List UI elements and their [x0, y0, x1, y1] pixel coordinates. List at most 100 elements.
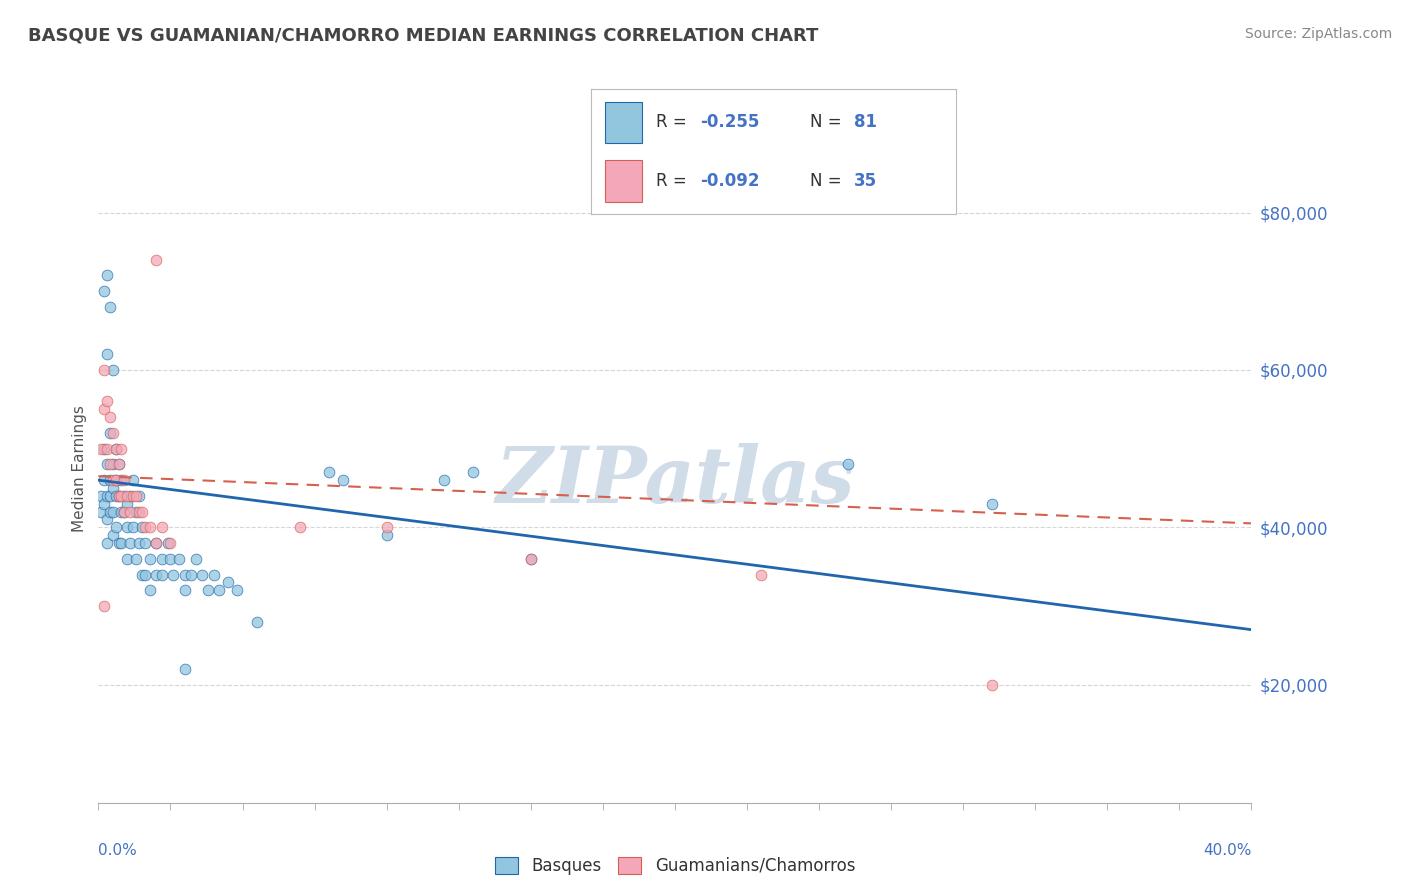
- Point: [125, 551, 148, 566]
- Point: [167, 551, 190, 566]
- Text: ZIPatlas: ZIPatlas: [495, 443, 855, 520]
- Text: BASQUE VS GUAMANIAN/CHAMORRO MEDIAN EARNINGS CORRELATION CHART: BASQUE VS GUAMANIAN/CHAMORRO MEDIAN EARN…: [28, 27, 818, 45]
- Point: [139, 551, 162, 566]
- FancyBboxPatch shape: [605, 102, 641, 143]
- Point: [134, 520, 156, 534]
- Point: [96, 347, 118, 361]
- Point: [131, 520, 153, 534]
- Point: [90, 505, 112, 519]
- Point: [375, 520, 398, 534]
- Point: [145, 536, 167, 550]
- Point: [107, 489, 129, 503]
- Point: [433, 473, 456, 487]
- Text: 40.0%: 40.0%: [1204, 843, 1251, 858]
- Point: [101, 481, 124, 495]
- Point: [112, 489, 135, 503]
- Point: [134, 567, 156, 582]
- Point: [128, 505, 150, 519]
- Point: [131, 505, 153, 519]
- Point: [117, 520, 138, 534]
- Point: [122, 489, 145, 503]
- Point: [96, 442, 118, 456]
- Point: [98, 473, 121, 487]
- Point: [96, 489, 118, 503]
- Point: [110, 442, 132, 456]
- Point: [134, 536, 156, 550]
- Point: [93, 284, 115, 298]
- Point: [90, 489, 112, 503]
- Point: [128, 489, 150, 503]
- Point: [180, 567, 202, 582]
- Point: [159, 536, 181, 550]
- Point: [96, 536, 118, 550]
- Point: [110, 473, 132, 487]
- Text: 0.0%: 0.0%: [98, 843, 138, 858]
- Y-axis label: Median Earnings: Median Earnings: [72, 405, 87, 532]
- Point: [174, 567, 197, 582]
- Point: [104, 520, 127, 534]
- Point: [98, 458, 121, 472]
- Point: [93, 442, 115, 456]
- Point: [107, 458, 129, 472]
- Point: [101, 528, 124, 542]
- Point: [98, 300, 121, 314]
- Point: [225, 583, 247, 598]
- Text: 35: 35: [853, 172, 877, 190]
- Point: [107, 536, 129, 550]
- Point: [93, 497, 115, 511]
- Point: [837, 458, 859, 472]
- Point: [107, 489, 129, 503]
- Point: [104, 442, 127, 456]
- Text: 81: 81: [853, 113, 877, 131]
- Point: [110, 489, 132, 503]
- Point: [202, 567, 225, 582]
- Point: [120, 505, 142, 519]
- Point: [93, 473, 115, 487]
- Point: [751, 567, 773, 582]
- Point: [93, 599, 115, 613]
- Point: [217, 575, 239, 590]
- Point: [174, 662, 197, 676]
- Point: [110, 505, 132, 519]
- Text: -0.092: -0.092: [700, 172, 759, 190]
- Point: [107, 458, 129, 472]
- Point: [139, 520, 162, 534]
- Point: [981, 678, 1004, 692]
- Text: N =: N =: [810, 113, 846, 131]
- Legend: Basques, Guamanians/Chamorros: Basques, Guamanians/Chamorros: [488, 850, 862, 881]
- Point: [98, 425, 121, 440]
- Text: N =: N =: [810, 172, 846, 190]
- Point: [139, 583, 162, 598]
- Point: [104, 473, 127, 487]
- Point: [117, 497, 138, 511]
- Point: [197, 583, 219, 598]
- Text: R =: R =: [657, 172, 692, 190]
- Point: [375, 528, 398, 542]
- Point: [150, 551, 173, 566]
- Point: [520, 551, 543, 566]
- Point: [101, 505, 124, 519]
- Point: [122, 520, 145, 534]
- Point: [120, 489, 142, 503]
- Point: [101, 425, 124, 440]
- Point: [246, 615, 269, 629]
- Point: [191, 567, 214, 582]
- Point: [104, 442, 127, 456]
- Point: [120, 536, 142, 550]
- Point: [150, 520, 173, 534]
- Point: [104, 489, 127, 503]
- FancyBboxPatch shape: [605, 161, 641, 202]
- Point: [125, 489, 148, 503]
- Point: [290, 520, 312, 534]
- Point: [145, 567, 167, 582]
- Point: [159, 551, 181, 566]
- Point: [101, 458, 124, 472]
- Point: [96, 512, 118, 526]
- Point: [112, 505, 135, 519]
- Point: [93, 363, 115, 377]
- Point: [122, 473, 145, 487]
- Point: [174, 583, 197, 598]
- Point: [93, 402, 115, 417]
- Point: [208, 583, 231, 598]
- Text: Source: ZipAtlas.com: Source: ZipAtlas.com: [1244, 27, 1392, 41]
